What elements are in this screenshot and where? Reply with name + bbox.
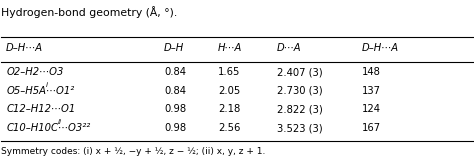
Text: D–H: D–H <box>164 43 184 53</box>
Text: 2.56: 2.56 <box>218 123 240 133</box>
Text: Hydrogen-bond geometry (Å, °).: Hydrogen-bond geometry (Å, °). <box>1 6 178 18</box>
Text: 0.98: 0.98 <box>164 123 186 133</box>
Text: ii: ii <box>57 119 62 125</box>
Text: 137: 137 <box>362 86 381 96</box>
Text: 2.05: 2.05 <box>218 86 240 96</box>
Text: 1.65: 1.65 <box>218 67 240 77</box>
Text: H⋯A: H⋯A <box>218 43 243 53</box>
Text: D⋯A: D⋯A <box>277 43 301 53</box>
Text: D–H⋯A: D–H⋯A <box>6 43 43 53</box>
Text: 0.98: 0.98 <box>164 104 186 114</box>
Text: i: i <box>46 81 48 88</box>
Text: 2.18: 2.18 <box>218 104 240 114</box>
Text: 167: 167 <box>362 123 381 133</box>
Text: O2–H2⋯O3: O2–H2⋯O3 <box>6 67 64 77</box>
Text: 2.822 (3): 2.822 (3) <box>277 104 323 114</box>
Text: 0.84: 0.84 <box>164 67 186 77</box>
Text: 124: 124 <box>362 104 381 114</box>
Text: D–H⋯A: D–H⋯A <box>362 43 399 53</box>
Text: 3.523 (3): 3.523 (3) <box>277 123 323 133</box>
Text: 2.730 (3): 2.730 (3) <box>277 86 323 96</box>
Text: O5–H5A⋯O1²: O5–H5A⋯O1² <box>6 86 74 96</box>
Text: 148: 148 <box>362 67 381 77</box>
Text: C12–H12⋯O1: C12–H12⋯O1 <box>6 104 75 114</box>
Text: C10–H10C⋯O3²²: C10–H10C⋯O3²² <box>6 123 91 133</box>
Text: 2.407 (3): 2.407 (3) <box>277 67 323 77</box>
Text: Symmetry codes: (i) x + ½, −y + ½, z − ½; (ii) x, y, z + 1.: Symmetry codes: (i) x + ½, −y + ½, z − ½… <box>1 147 266 156</box>
Text: 0.84: 0.84 <box>164 86 186 96</box>
